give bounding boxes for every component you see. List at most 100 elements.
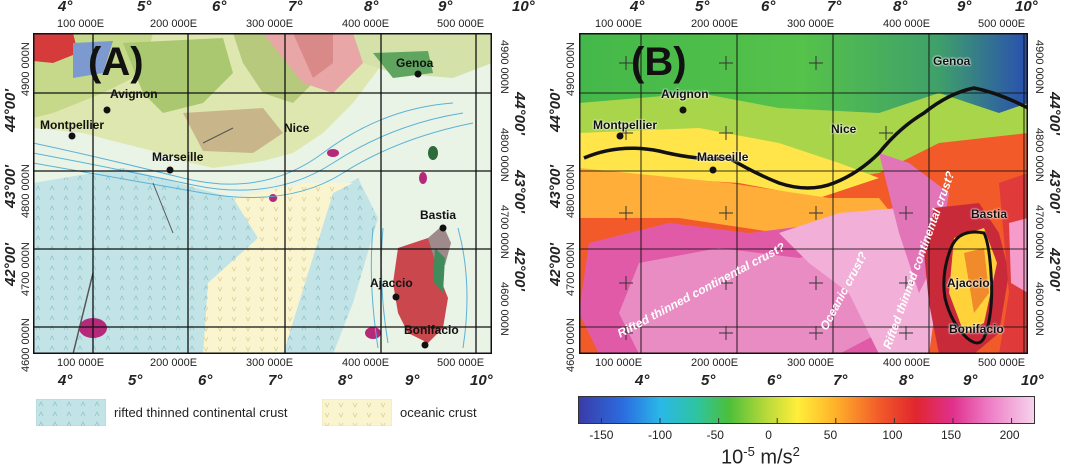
dot-ajaccio	[392, 293, 400, 301]
unit-mid: m/s	[754, 446, 793, 469]
b-right-north-3: 4600 000N	[1033, 282, 1045, 336]
b-bot-deg-4: 8°	[899, 372, 914, 389]
b-top-deg-3: 7°	[827, 0, 842, 15]
cb-tick-3: 0	[765, 428, 772, 442]
city-ajaccio: Ajaccio	[370, 276, 413, 290]
city-avignon-b: Avignon	[661, 87, 709, 101]
panel-b: 4° 5° 6° 7° 8° 9° 10° 100 000E 200 000E …	[535, 0, 1065, 471]
a-bot-deg-5: 9°	[405, 372, 420, 389]
b-top-deg-0: 4°	[630, 0, 645, 15]
b-bot-deg-5: 9°	[963, 372, 978, 389]
a-bot-deg-0: 4°	[58, 372, 73, 389]
legend-oceanic-swatch	[322, 399, 392, 426]
a-right-north-1: 4800 000N	[498, 128, 510, 182]
city-ajaccio-b: Ajaccio	[947, 276, 990, 290]
dot-montpellier	[68, 132, 76, 140]
b-left-north-3: 4600 000N	[565, 318, 577, 372]
b-right-deg-1: 43°00'	[1046, 170, 1063, 213]
cb-tick-0: -150	[589, 428, 614, 442]
city-montpellier: Montpellier	[40, 118, 105, 132]
a-bot-east-3: 400 000E	[342, 357, 390, 369]
unit-sq: 2	[792, 444, 800, 459]
a-bot-deg-3: 7°	[268, 372, 283, 389]
b-top-east-1: 200 000E	[691, 18, 739, 30]
b-top-east-3: 400 000E	[883, 18, 931, 30]
b-top-deg-4: 8°	[893, 0, 908, 15]
a-top-deg-4: 8°	[364, 0, 379, 15]
dot-bastia	[439, 224, 447, 232]
b-top-deg-2: 6°	[761, 0, 776, 15]
dot-marseille-b	[709, 166, 717, 174]
dot-bonifacio	[421, 341, 429, 349]
a-left-deg-0: 44°00'	[2, 89, 19, 132]
b-right-north-2: 4700 000N	[1033, 205, 1045, 259]
cb-tick-7: 200	[999, 428, 1020, 442]
b-bot-east-3: 400 000E	[883, 357, 931, 369]
a-bot-deg-2: 6°	[198, 372, 213, 389]
b-top-east-4: 500 000E	[978, 18, 1026, 30]
b-bot-east-2: 300 000E	[787, 357, 835, 369]
a-left-deg-2: 42°00'	[2, 243, 19, 286]
city-bonifacio-b: Bonifacio	[949, 322, 1004, 336]
city-avignon: Avignon	[110, 87, 158, 101]
city-genoa: Genoa	[396, 56, 434, 70]
b-left-deg-2: 42°00'	[547, 243, 564, 286]
a-left-north-2: 4700 000N	[20, 242, 32, 296]
a-bot-east-1: 200 000E	[150, 357, 198, 369]
b-bot-deg-6: 10°	[1021, 372, 1044, 389]
a-right-north-2: 4700 000N	[498, 205, 510, 259]
cb-tick-4: 50	[823, 428, 838, 442]
a-top-east-4: 500 000E	[437, 18, 485, 30]
unit-exp: -5	[743, 444, 755, 459]
b-top-deg-6: 10°	[1015, 0, 1038, 15]
geologic-map	[33, 33, 492, 354]
city-bastia-b: Bastia	[971, 207, 1008, 221]
panel-b-label: (B)	[631, 40, 687, 84]
colorbar-unit: 10-5 m/s2	[721, 444, 800, 470]
b-right-north-0: 4900 000N	[1033, 40, 1045, 94]
a-bot-deg-6: 10°	[470, 372, 493, 389]
a-bot-deg-4: 8°	[338, 372, 353, 389]
b-left-deg-1: 43°00'	[547, 165, 564, 208]
city-dots-a	[68, 70, 447, 349]
b-bot-deg-2: 6°	[767, 372, 782, 389]
a-bot-east-0: 100 000E	[57, 357, 105, 369]
dot-avignon	[103, 106, 111, 114]
b-left-deg-0: 44°00'	[547, 89, 564, 132]
a-top-east-0: 100 000E	[57, 18, 105, 30]
a-right-deg-2: 42°00'	[511, 248, 528, 291]
city-nice: Nice	[284, 121, 310, 135]
colorbar	[578, 396, 1035, 424]
b-right-deg-2: 42°00'	[1046, 248, 1063, 291]
b-top-deg-1: 5°	[695, 0, 710, 15]
b-top-east-2: 300 000E	[787, 18, 835, 30]
city-bastia: Bastia	[420, 208, 457, 222]
a-left-north-0: 4900 000N	[20, 42, 32, 96]
b-right-deg-0: 44°00'	[1046, 92, 1063, 135]
city-marseille-b: Marseille	[697, 150, 749, 164]
a-top-east-2: 300 000E	[246, 18, 294, 30]
b-bot-east-0: 100 000E	[595, 357, 643, 369]
a-top-east-3: 400 000E	[342, 18, 390, 30]
gravity-map	[579, 33, 1028, 354]
dot-genoa	[414, 70, 422, 78]
b-bot-deg-3: 7°	[833, 372, 848, 389]
a-top-deg-0: 4°	[58, 0, 73, 15]
city-montpellier-b: Montpellier	[593, 118, 658, 132]
a-right-deg-0: 44°00'	[511, 92, 528, 135]
dot-avignon-b	[679, 106, 687, 114]
colorbar-tick-labels: -150 -100 -50 0 50 100 150 200	[578, 428, 1035, 444]
b-left-north-1: 4800 000N	[565, 164, 577, 218]
colorbar-tick-marks	[600, 418, 1013, 424]
b-right-north-1: 4800 000N	[1033, 128, 1045, 182]
dot-marseille	[166, 166, 174, 174]
b-top-deg-5: 9°	[957, 0, 972, 15]
a-left-deg-1: 43°00'	[2, 165, 19, 208]
a-top-deg-1: 5°	[137, 0, 152, 15]
a-top-deg-6: 10°	[512, 0, 535, 15]
city-bonifacio: Bonifacio	[404, 323, 459, 337]
city-dots-b	[616, 106, 717, 174]
a-top-deg-2: 6°	[212, 0, 227, 15]
a-top-east-1: 200 000E	[150, 18, 198, 30]
city-marseille: Marseille	[152, 150, 204, 164]
